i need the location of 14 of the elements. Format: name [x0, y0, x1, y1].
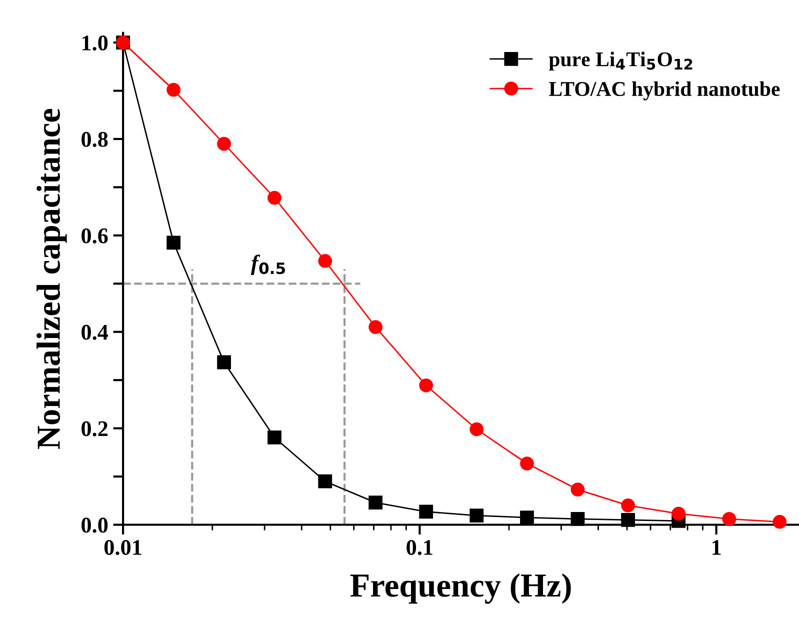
annotation: f$_{0.5}$	[250, 254, 285, 276]
y-axis-title: Normalized capacitance	[36, 108, 67, 449]
y-tick-label: 1.0	[82, 35, 108, 51]
y-tick-label: 0.0	[82, 518, 108, 533]
legend-label: pure Li$_{4}$Ti$_{5}$O$_{12}$	[548, 52, 692, 71]
x-axis-title: Frequency (Hz)	[350, 573, 571, 604]
x-tick-label: 1	[712, 540, 721, 555]
x-tick-label: 0.01	[104, 540, 142, 556]
y-tick-label: 0.4	[82, 324, 108, 340]
y-tick-label: 0.8	[82, 132, 108, 148]
y-tick-label: 0.6	[82, 228, 108, 244]
legend-label: LTO/AC hybrid nanotube	[549, 81, 780, 100]
x-tick-label: 0.1	[406, 540, 432, 556]
y-tick-label: 0.2	[82, 421, 108, 436]
